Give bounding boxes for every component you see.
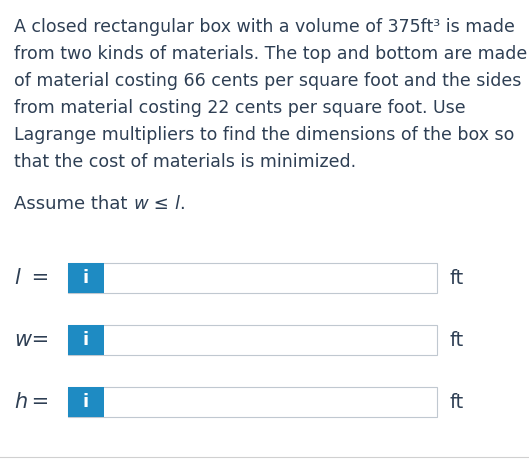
Text: A closed rectangular box with a volume of 375ft³ is made: A closed rectangular box with a volume o… [14,18,515,36]
Text: =: = [25,268,49,288]
Text: Assume that: Assume that [14,195,133,213]
FancyBboxPatch shape [68,325,437,355]
Text: that the cost of materials is minimized.: that the cost of materials is minimized. [14,153,356,171]
Text: i: i [83,331,89,349]
FancyBboxPatch shape [68,263,437,293]
FancyBboxPatch shape [68,263,104,293]
FancyBboxPatch shape [68,387,104,417]
Text: l: l [175,195,179,213]
Text: w: w [133,195,148,213]
FancyBboxPatch shape [68,387,437,417]
Text: ft: ft [450,268,464,287]
Text: ft: ft [450,392,464,412]
Text: l: l [14,268,20,288]
Text: ≤: ≤ [148,195,175,213]
Text: .: . [179,195,185,213]
FancyBboxPatch shape [68,325,104,355]
Text: w: w [14,330,31,350]
Text: =: = [25,392,49,412]
Text: ft: ft [450,331,464,350]
Text: from material costing 22 cents per square foot. Use: from material costing 22 cents per squar… [14,99,466,117]
Text: of material costing 66 cents per square foot and the sides: of material costing 66 cents per square … [14,72,522,90]
Text: h: h [14,392,28,412]
Text: =: = [25,330,49,350]
Text: i: i [83,269,89,287]
Text: i: i [83,393,89,411]
Text: Lagrange multipliers to find the dimensions of the box so: Lagrange multipliers to find the dimensi… [14,126,514,144]
Text: from two kinds of materials. The top and bottom are made: from two kinds of materials. The top and… [14,45,527,63]
